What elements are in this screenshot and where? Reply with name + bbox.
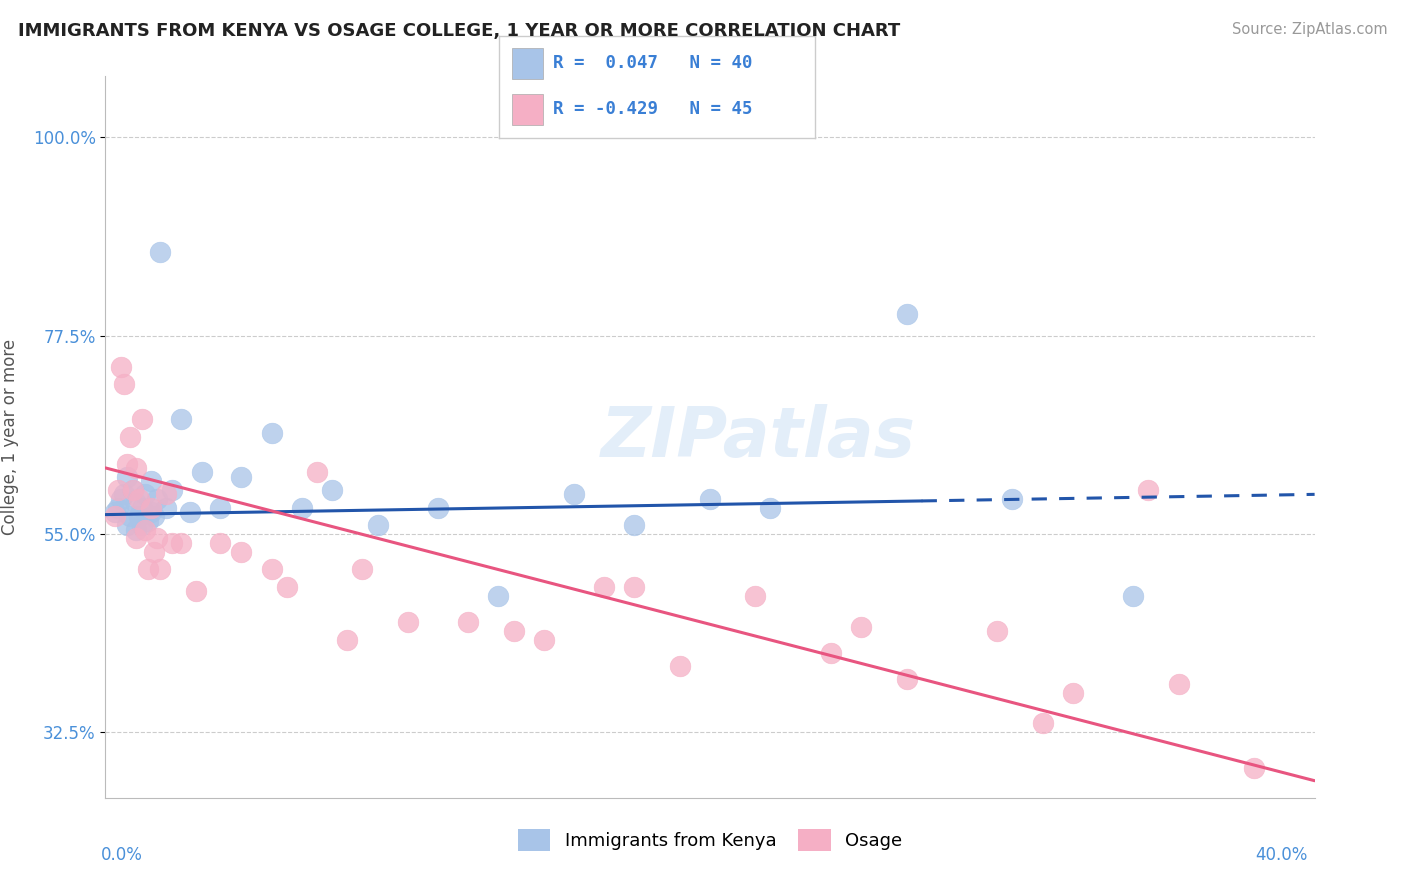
- Point: [134, 487, 156, 501]
- Point: [155, 500, 177, 515]
- Point: [121, 483, 143, 497]
- Point: [427, 500, 450, 515]
- Point: [131, 500, 153, 515]
- Text: R =  0.047   N = 40: R = 0.047 N = 40: [553, 54, 752, 72]
- Point: [321, 483, 343, 497]
- Text: ZIPatlas: ZIPatlas: [600, 403, 915, 471]
- Point: [623, 518, 645, 533]
- Point: [396, 615, 419, 629]
- Point: [562, 487, 585, 501]
- Point: [170, 536, 193, 550]
- Text: IMMIGRANTS FROM KENYA VS OSAGE COLLEGE, 1 YEAR OR MORE CORRELATION CHART: IMMIGRANTS FROM KENYA VS OSAGE COLLEGE, …: [18, 22, 900, 40]
- Point: [231, 469, 253, 483]
- Point: [260, 562, 283, 576]
- Point: [107, 500, 129, 515]
- Point: [136, 562, 159, 576]
- Point: [128, 491, 150, 506]
- Point: [142, 544, 165, 558]
- Point: [366, 518, 388, 533]
- Point: [307, 466, 329, 480]
- Point: [134, 523, 156, 537]
- Point: [112, 377, 135, 392]
- Point: [136, 514, 159, 528]
- Y-axis label: College, 1 year or more: College, 1 year or more: [1, 339, 18, 535]
- Point: [849, 619, 872, 633]
- Point: [142, 509, 165, 524]
- FancyBboxPatch shape: [512, 48, 543, 78]
- Point: [896, 307, 918, 321]
- Point: [1137, 483, 1160, 497]
- Point: [115, 518, 138, 533]
- Point: [103, 509, 125, 524]
- Point: [149, 245, 172, 260]
- Point: [986, 624, 1008, 638]
- Point: [170, 412, 193, 426]
- Text: 0.0%: 0.0%: [101, 846, 143, 863]
- Point: [146, 532, 169, 546]
- Point: [593, 580, 616, 594]
- Point: [107, 483, 129, 497]
- Point: [1001, 491, 1024, 506]
- Point: [121, 483, 143, 497]
- Point: [1122, 589, 1144, 603]
- Point: [179, 505, 201, 519]
- Point: [110, 359, 132, 374]
- Point: [1243, 760, 1265, 774]
- Text: Source: ZipAtlas.com: Source: ZipAtlas.com: [1232, 22, 1388, 37]
- Point: [209, 500, 232, 515]
- Point: [160, 536, 183, 550]
- Point: [139, 474, 162, 488]
- Point: [139, 505, 162, 519]
- Point: [115, 457, 138, 471]
- Point: [502, 624, 524, 638]
- Point: [115, 469, 138, 483]
- Point: [131, 518, 153, 533]
- Point: [118, 509, 141, 524]
- Point: [276, 580, 298, 594]
- Point: [191, 466, 214, 480]
- Point: [260, 425, 283, 440]
- Point: [139, 500, 162, 515]
- Point: [896, 673, 918, 687]
- Point: [186, 584, 208, 599]
- Point: [533, 632, 555, 647]
- Point: [149, 562, 172, 576]
- Point: [699, 491, 721, 506]
- Point: [146, 491, 169, 506]
- Point: [759, 500, 782, 515]
- Legend: Immigrants from Kenya, Osage: Immigrants from Kenya, Osage: [510, 822, 910, 858]
- Point: [623, 580, 645, 594]
- Point: [1167, 677, 1189, 691]
- Point: [231, 544, 253, 558]
- Point: [155, 487, 177, 501]
- Point: [110, 491, 132, 506]
- Point: [291, 500, 314, 515]
- Text: R = -0.429   N = 45: R = -0.429 N = 45: [553, 100, 752, 118]
- Point: [131, 412, 153, 426]
- Point: [744, 589, 766, 603]
- Point: [488, 589, 510, 603]
- Point: [103, 505, 125, 519]
- FancyBboxPatch shape: [512, 95, 543, 125]
- Point: [118, 430, 141, 444]
- Point: [457, 615, 479, 629]
- Point: [1032, 716, 1054, 731]
- Point: [209, 536, 232, 550]
- Point: [669, 659, 692, 673]
- Point: [820, 646, 842, 660]
- Point: [124, 496, 148, 510]
- Point: [352, 562, 374, 576]
- Point: [124, 523, 148, 537]
- Text: 40.0%: 40.0%: [1256, 846, 1308, 863]
- Point: [1062, 685, 1084, 699]
- Point: [124, 461, 148, 475]
- Point: [128, 509, 150, 524]
- Point: [336, 632, 359, 647]
- Point: [112, 487, 135, 501]
- Point: [160, 483, 183, 497]
- Point: [124, 532, 148, 546]
